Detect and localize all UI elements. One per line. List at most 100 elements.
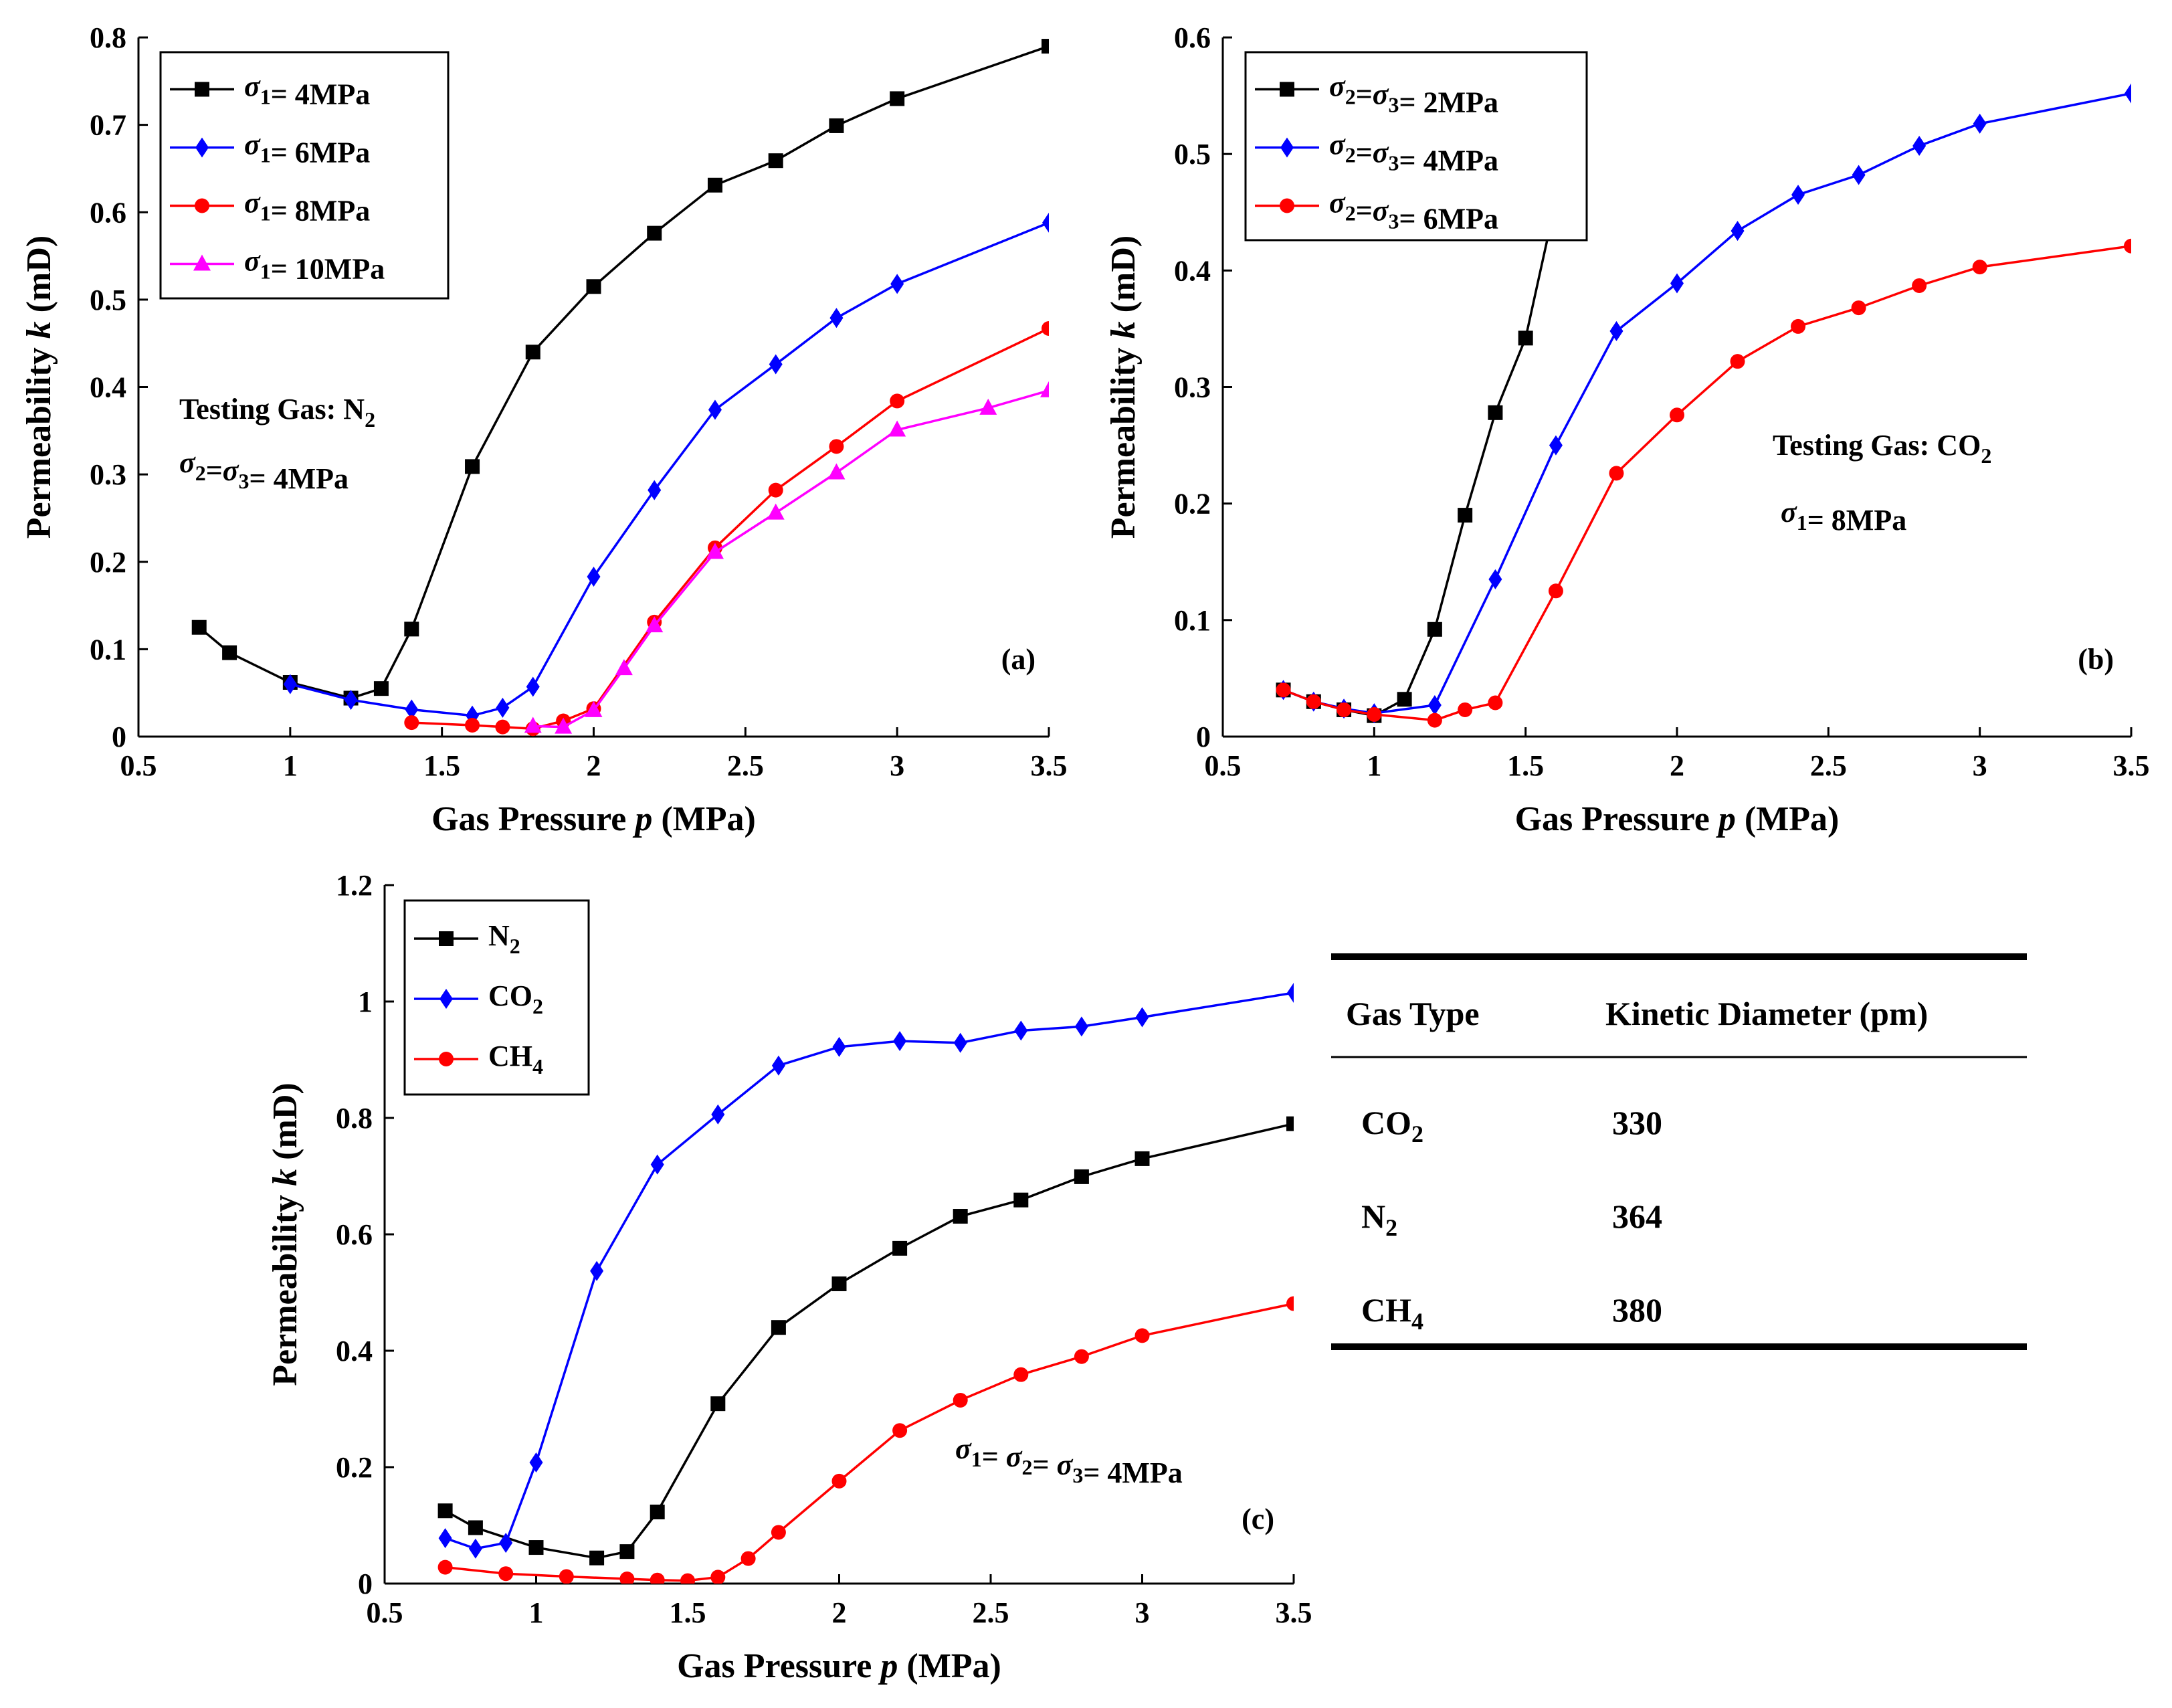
panel-c-data-point [1134, 1151, 1150, 1166]
panel-c: 0.5 1 1.5 2 2.5 3 3.5 0 0.2 0.4 0.6 0.8 1 1.2 Gas Pres… [266, 869, 1312, 1685]
panel-a-legend-box [159, 51, 450, 300]
panel-b-data-point [1276, 682, 1291, 698]
panel-c-y-tick-label: 0.6 [336, 1218, 373, 1251]
panel-c-data-point [650, 1154, 664, 1175]
panel-a-data-point [525, 345, 540, 360]
panel-b-data-point [1609, 466, 1624, 481]
panel-c-data-point [1286, 1116, 1294, 1131]
panel-c-x-tick-label: 1.5 [670, 1596, 706, 1629]
panel-c-data-point [892, 1423, 908, 1438]
panel-b-x-tick-label: 2 [1670, 749, 1684, 782]
panel-c-data-point [953, 1032, 967, 1053]
panel-c-data-point [437, 1503, 453, 1519]
panel-c-y-tick-label: 1 [358, 985, 373, 1018]
panel-a-label: (a) [1001, 643, 1035, 676]
panel-b-data-point [1852, 165, 1866, 185]
panel-b-data-point [1731, 221, 1745, 242]
panel-b-series-line [1282, 245, 2131, 722]
panel-c-data-point [1074, 1169, 1089, 1184]
panel-c-data-point [741, 1551, 756, 1566]
panel-c-annotation: σ1= σ2= σ3= 4MPa [955, 1432, 1183, 1489]
panel-b-x-axis-label: Gas Pressure p (MPa) [1515, 800, 1840, 838]
panel-b-data-point [1427, 694, 1442, 715]
panel-b: 0.5 1 1.5 2 2.5 3 3.5 0 0.1 0.2 0.3 0.4 0.5 0.6 Gas Pr… [1104, 21, 2150, 838]
panel-b-x-tick-label: 2.5 [1810, 749, 1847, 782]
panel-a-data-point [890, 91, 905, 106]
panel-a-data-point [829, 308, 844, 328]
panel-c-x-tick-label: 2.5 [973, 1596, 1009, 1629]
panel-a-annotation: σ2=σ3= 4MPa [179, 446, 349, 495]
panel-a-data-point [708, 399, 722, 420]
panel-a-legend-marker [195, 82, 209, 97]
panel-a-data-point [646, 616, 664, 633]
panel-b-data-point [1427, 713, 1442, 728]
panel-a-data-point [707, 177, 722, 193]
panel-b-data-point [1670, 407, 1684, 423]
panel-c-data-point [1014, 1020, 1028, 1041]
panel-c-data-point [893, 1031, 907, 1052]
panel-c-data-point [437, 1559, 453, 1575]
panel-b-data-point [1791, 185, 1805, 205]
panel-b-data-point [1973, 113, 1987, 134]
panel-b-data-point [1488, 695, 1503, 710]
panel-a-data-point [496, 697, 510, 718]
panel-c-data-point [953, 1392, 968, 1408]
panel-c-data-point [831, 1276, 847, 1291]
panel-b-data-point [1791, 318, 1806, 334]
panel-c-series-line [445, 1302, 1294, 1582]
panel-a-data-point [1042, 39, 1049, 54]
panel-b-y-tick-label: 0.6 [1174, 21, 1211, 54]
panel-b-y-tick-label: 0 [1196, 721, 1211, 753]
panel-c-data-point [559, 1569, 574, 1584]
panel-c-x-axis-label: Gas Pressure p (MPa) [677, 1647, 1001, 1685]
panel-c-x-tick-label: 3.5 [1276, 1596, 1312, 1629]
panel-c-legend: N2 CO2 CH4 [403, 899, 590, 1096]
panel-c-data-point [650, 1504, 665, 1519]
panel-b-data-point [1912, 278, 1927, 293]
panel-a-y-tick-label: 0.6 [90, 196, 126, 229]
panel-a-y-tick-label: 0.7 [90, 109, 126, 142]
panel-c-x-tick-label: 2 [832, 1596, 847, 1629]
panel-a-data-point [768, 153, 783, 169]
panel-c-legend-marker [439, 931, 454, 946]
panel-b-y-tick-label: 0.5 [1174, 138, 1211, 171]
panel-c-data-point [680, 1573, 695, 1584]
panel-a-data-point [283, 674, 297, 694]
panel-c-legend-marker [439, 1052, 454, 1066]
panel-a-data-point [706, 543, 724, 559]
panel-c-data-point [1287, 982, 1294, 1003]
panel-c-x-tick-label: 0.5 [367, 1596, 403, 1629]
panel-a-y-tick-label: 0 [112, 721, 126, 753]
panel-b-data-point [1367, 706, 1382, 722]
panel-c-data-point [832, 1036, 846, 1057]
panel-a-data-point [767, 503, 785, 520]
panel-a-data-point [191, 620, 207, 635]
panel-c-legend-box [403, 899, 590, 1096]
panel-b-y-tick-label: 0.2 [1174, 488, 1211, 520]
panel-a-data-point [524, 717, 542, 733]
panel-b-data-point [1427, 622, 1442, 637]
panel-b-data-point [1488, 569, 1502, 589]
panel-b-annotation: Testing Gas: CO2 [1773, 429, 1991, 468]
panel-a-data-point [1042, 212, 1049, 233]
panel-c-data-point [619, 1572, 635, 1584]
panel-c-data-point [710, 1396, 726, 1412]
panel-c-data-point [468, 1520, 483, 1535]
panel-b-data-point [1912, 135, 1927, 156]
panel-c-y-tick-label: 0.8 [336, 1102, 373, 1135]
panel-b-x-tick-label: 1 [1367, 749, 1381, 782]
panel-a-y-tick-label: 0.3 [90, 458, 126, 491]
panel-a-data-point [373, 681, 389, 696]
panel-b-label: (b) [2078, 643, 2114, 676]
panel-a-legend-marker [195, 137, 209, 158]
panel-a-x-tick-label: 0.5 [120, 749, 157, 782]
panel-b-y-axis-label: Permeability k (mD) [1104, 235, 1143, 539]
panel-c-legend-marker [439, 989, 453, 1009]
panel-b-series-sigma2-sigma3-6mpa [1276, 238, 2131, 728]
panel-a-data-point [829, 118, 844, 133]
panel-a-y-tick-label: 0.1 [90, 633, 126, 666]
panel-b-data-point [1609, 320, 1623, 341]
panel-c-data-point [771, 1320, 786, 1335]
panel-b-legend-marker [1280, 82, 1294, 97]
